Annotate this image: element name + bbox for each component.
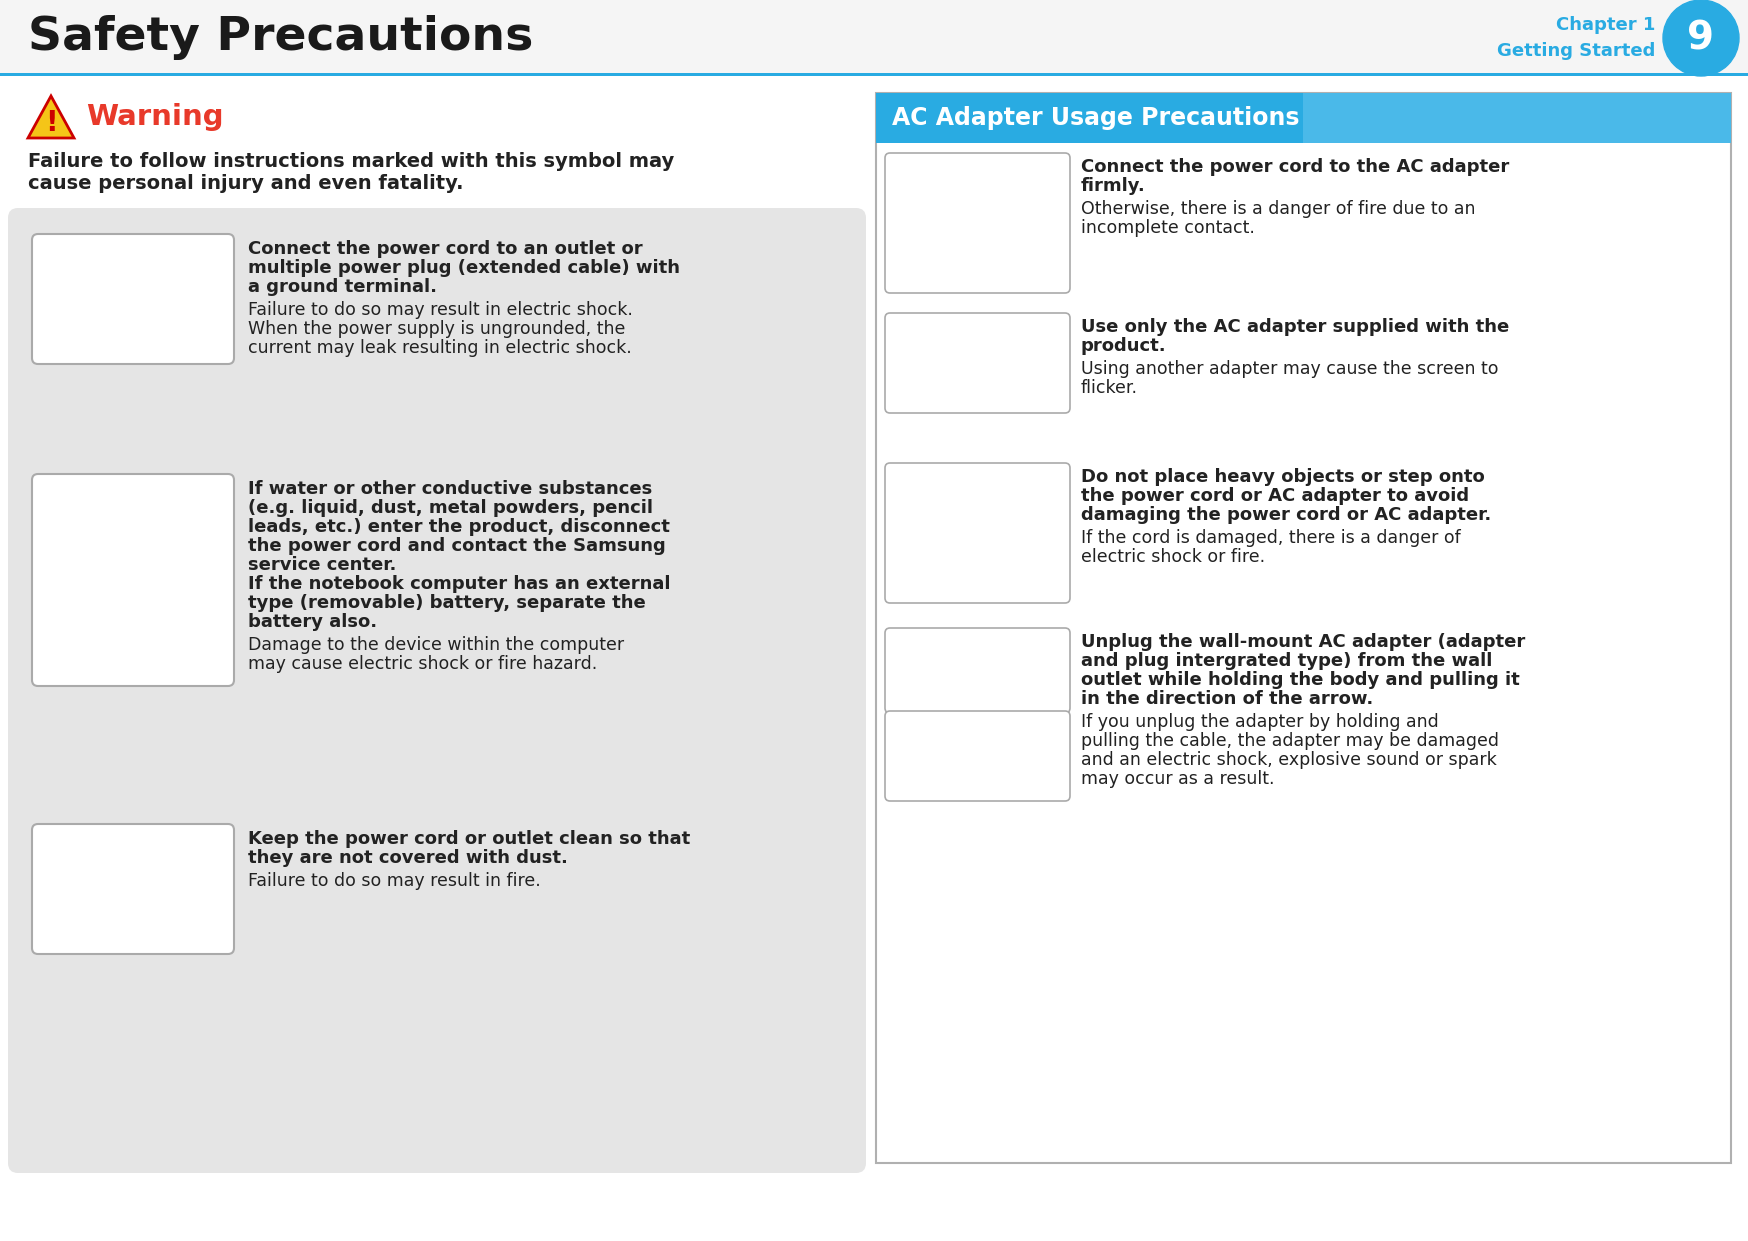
Text: If the cord is damaged, there is a danger of: If the cord is damaged, there is a dange… xyxy=(1080,529,1460,547)
Text: Getting Started: Getting Started xyxy=(1496,42,1654,60)
FancyBboxPatch shape xyxy=(31,824,234,954)
Text: outlet while holding the body and pulling it: outlet while holding the body and pullin… xyxy=(1080,671,1519,689)
Text: Keep the power cord or outlet clean so that: Keep the power cord or outlet clean so t… xyxy=(248,830,690,848)
Bar xyxy=(0,0,1748,76)
Text: !: ! xyxy=(45,108,58,137)
Bar xyxy=(1302,93,1731,143)
Text: Chapter 1: Chapter 1 xyxy=(1554,16,1654,34)
Bar xyxy=(0,73,1748,76)
Polygon shape xyxy=(28,96,73,138)
Text: Failure to do so may result in fire.: Failure to do so may result in fire. xyxy=(248,872,540,890)
FancyBboxPatch shape xyxy=(31,235,234,364)
Text: If the notebook computer has an external: If the notebook computer has an external xyxy=(248,575,669,593)
Text: and an electric shock, explosive sound or spark: and an electric shock, explosive sound o… xyxy=(1080,751,1496,769)
Text: the power cord or AC adapter to avoid: the power cord or AC adapter to avoid xyxy=(1080,486,1468,505)
Text: Connect the power cord to an outlet or: Connect the power cord to an outlet or xyxy=(248,240,642,258)
FancyBboxPatch shape xyxy=(876,93,1731,1163)
Text: firmly.: firmly. xyxy=(1080,177,1145,195)
Text: multiple power plug (extended cable) with: multiple power plug (extended cable) wit… xyxy=(248,259,680,277)
FancyBboxPatch shape xyxy=(31,474,234,686)
FancyBboxPatch shape xyxy=(884,153,1070,293)
Text: Damage to the device within the computer: Damage to the device within the computer xyxy=(248,635,624,654)
Text: service center.: service center. xyxy=(248,556,397,575)
Text: Warning: Warning xyxy=(86,103,224,132)
FancyBboxPatch shape xyxy=(884,628,1070,714)
Text: incomplete contact.: incomplete contact. xyxy=(1080,218,1253,237)
Text: Use only the AC adapter supplied with the: Use only the AC adapter supplied with th… xyxy=(1080,318,1509,336)
Text: Failure to follow instructions marked with this symbol may: Failure to follow instructions marked wi… xyxy=(28,151,675,171)
Text: in the direction of the arrow.: in the direction of the arrow. xyxy=(1080,690,1372,709)
Text: When the power supply is ungrounded, the: When the power supply is ungrounded, the xyxy=(248,320,626,338)
Text: AC Adapter Usage Precautions: AC Adapter Usage Precautions xyxy=(891,105,1299,130)
Text: If water or other conductive substances: If water or other conductive substances xyxy=(248,480,652,498)
Text: may occur as a result.: may occur as a result. xyxy=(1080,769,1274,788)
Bar xyxy=(876,93,1731,143)
Text: Unplug the wall-mount AC adapter (adapter: Unplug the wall-mount AC adapter (adapte… xyxy=(1080,633,1524,652)
Text: they are not covered with dust.: they are not covered with dust. xyxy=(248,849,568,867)
Circle shape xyxy=(1662,0,1738,76)
FancyBboxPatch shape xyxy=(884,711,1070,800)
Text: cause personal injury and even fatality.: cause personal injury and even fatality. xyxy=(28,174,463,194)
Text: damaging the power cord or AC adapter.: damaging the power cord or AC adapter. xyxy=(1080,506,1491,524)
Text: a ground terminal.: a ground terminal. xyxy=(248,278,437,297)
Text: If you unplug the adapter by holding and: If you unplug the adapter by holding and xyxy=(1080,714,1439,731)
Text: Do not place heavy objects or step onto: Do not place heavy objects or step onto xyxy=(1080,468,1484,486)
Text: (e.g. liquid, dust, metal powders, pencil: (e.g. liquid, dust, metal powders, penci… xyxy=(248,499,652,517)
Text: flicker.: flicker. xyxy=(1080,379,1138,397)
Text: battery also.: battery also. xyxy=(248,613,378,630)
Text: Failure to do so may result in electric shock.: Failure to do so may result in electric … xyxy=(248,302,633,319)
FancyBboxPatch shape xyxy=(884,313,1070,413)
Text: the power cord and contact the Samsung: the power cord and contact the Samsung xyxy=(248,537,666,555)
Text: may cause electric shock or fire hazard.: may cause electric shock or fire hazard. xyxy=(248,655,596,673)
Text: Otherwise, there is a danger of fire due to an: Otherwise, there is a danger of fire due… xyxy=(1080,200,1475,218)
Text: leads, etc.) enter the product, disconnect: leads, etc.) enter the product, disconne… xyxy=(248,517,669,536)
Text: 9: 9 xyxy=(1687,20,1713,58)
Text: product.: product. xyxy=(1080,338,1166,355)
Text: electric shock or fire.: electric shock or fire. xyxy=(1080,549,1264,566)
Text: and plug intergrated type) from the wall: and plug intergrated type) from the wall xyxy=(1080,652,1491,670)
Text: Connect the power cord to the AC adapter: Connect the power cord to the AC adapter xyxy=(1080,158,1509,176)
FancyBboxPatch shape xyxy=(9,208,865,1173)
Text: current may leak resulting in electric shock.: current may leak resulting in electric s… xyxy=(248,339,631,357)
Text: Safety Precautions: Safety Precautions xyxy=(28,15,533,61)
Text: pulling the cable, the adapter may be damaged: pulling the cable, the adapter may be da… xyxy=(1080,732,1498,750)
FancyBboxPatch shape xyxy=(884,463,1070,603)
Text: Using another adapter may cause the screen to: Using another adapter may cause the scre… xyxy=(1080,360,1498,379)
Text: type (removable) battery, separate the: type (removable) battery, separate the xyxy=(248,594,645,612)
